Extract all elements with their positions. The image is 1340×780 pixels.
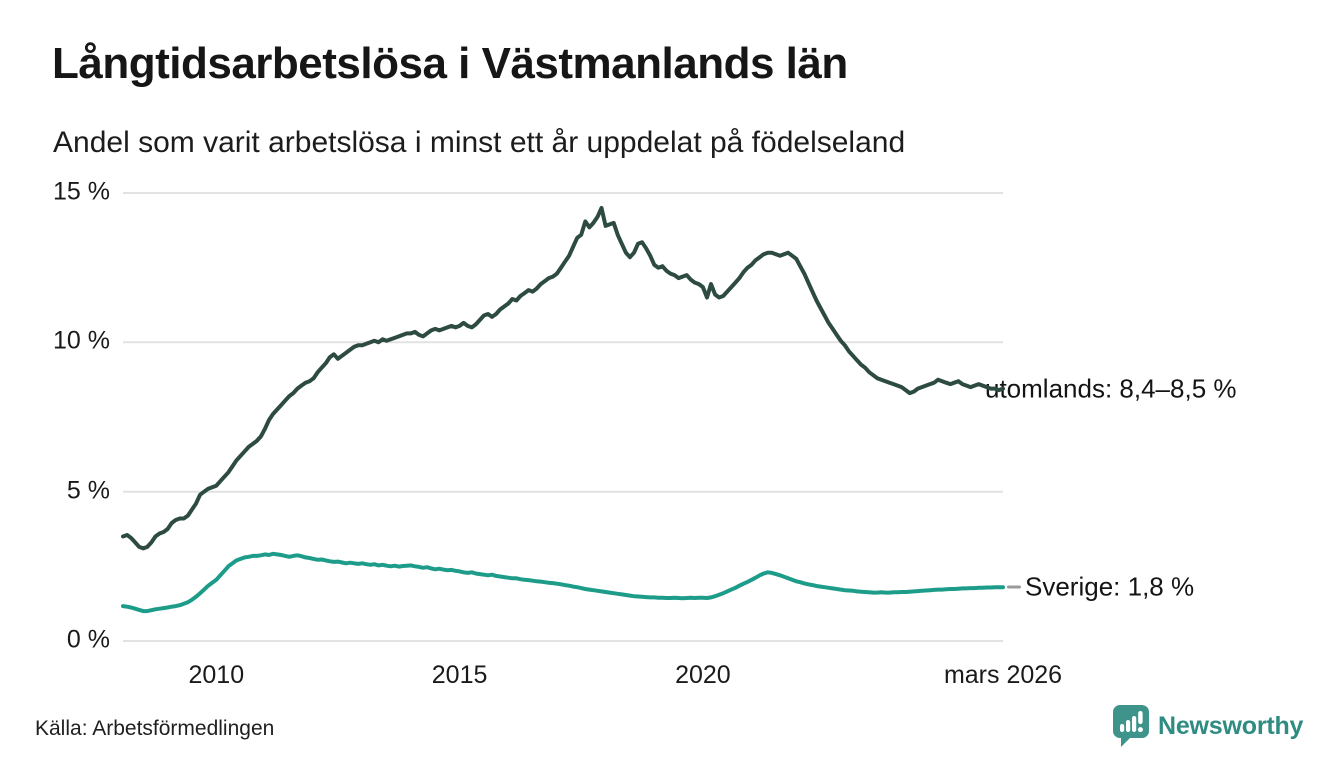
newsworthy-brand-text: Newsworthy (1158, 711, 1304, 740)
y-tick-label: 10 % (53, 326, 110, 355)
x-tick-label: mars 2026 (943, 661, 1063, 689)
x-tick-label: 2010 (188, 661, 245, 689)
y-tick-label: 0 % (66, 625, 110, 654)
series-end-label-text: Sverige: 1,8 % (1025, 571, 1195, 602)
y-tick-label: 5 % (66, 475, 110, 504)
newsworthy-logo-icon (1112, 704, 1150, 748)
x-tick-label: 2015 (431, 661, 488, 689)
series-end-label-sverige: Sverige: 1,8 % (1007, 572, 1194, 603)
series-line-utomlands (121, 205, 1005, 551)
series-line-sverige (121, 551, 1005, 614)
series-end-label-text: utomlands: 8,4–8,5 % (985, 373, 1237, 404)
series-end-label-utomlands: utomlands: 8,4–8,5 % (985, 373, 1237, 404)
page-subtitle: Andel som varit arbetslösa i minst ett å… (53, 126, 906, 159)
source-note: Källa: Arbetsförmedlingen (35, 717, 275, 740)
y-tick-label: 15 % (53, 177, 110, 206)
page-title: Långtidsarbetslösa i Västmanlands län (52, 39, 848, 88)
newsworthy-logo[interactable]: Newsworthy (1112, 704, 1303, 748)
label-connector (1007, 585, 1021, 589)
x-tick-label: 2020 (675, 661, 731, 689)
